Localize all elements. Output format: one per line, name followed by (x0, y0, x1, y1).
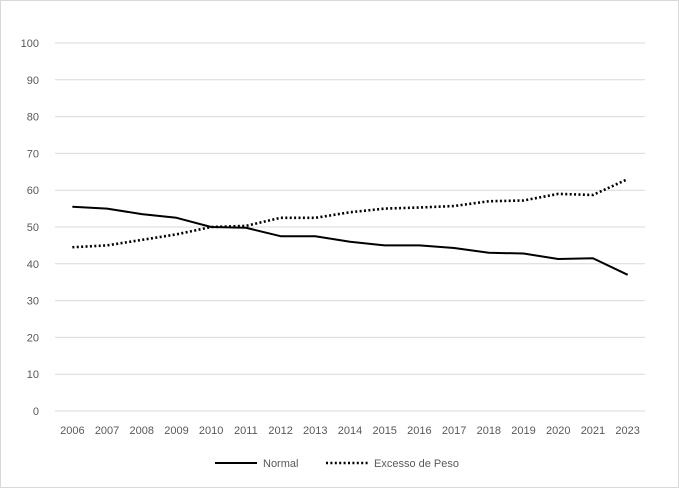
x-tick-label: 2013 (303, 425, 327, 437)
y-tick-label: 0 (33, 406, 39, 418)
legend-label-0: Normal (263, 458, 298, 470)
y-tick-label: 40 (27, 259, 39, 271)
legend: Normal Excesso de Peso (215, 458, 459, 470)
series-line-0 (72, 205, 629, 276)
y-tick-label: 20 (27, 332, 39, 344)
series-lines (72, 177, 629, 276)
x-tick-label: 2006 (60, 425, 84, 437)
legend-label-1: Excesso de Peso (374, 458, 459, 470)
x-tick-label: 2020 (546, 425, 570, 437)
x-tick-label: 2009 (164, 425, 188, 437)
x-axis-ticks: 2006 2007 2008 2009 2010 2011 2012 2013 2014 2015… (60, 425, 640, 437)
x-tick-label: 2010 (199, 425, 223, 437)
x-tick-label: 2021 (581, 425, 605, 437)
x-tick-label: 2016 (407, 425, 431, 437)
y-tick-label: 70 (27, 148, 39, 160)
x-tick-label: 2017 (442, 425, 466, 437)
y-tick-label: 100 (21, 38, 39, 50)
gridlines (55, 42, 645, 412)
y-tick-label: 60 (27, 185, 39, 197)
x-tick-label: 2012 (268, 425, 292, 437)
y-axis-ticks: 0 10 20 30 40 50 60 70 80 90 100 (21, 38, 39, 418)
y-tick-label: 90 (27, 75, 39, 87)
x-tick-label: 2014 (338, 425, 362, 437)
x-tick-label: 2019 (511, 425, 535, 437)
x-tick-label: 2011 (234, 425, 258, 437)
series-line-1 (72, 177, 629, 249)
x-tick-label: 2008 (130, 425, 154, 437)
x-tick-label: 2023 (615, 425, 639, 437)
x-tick-label: 2018 (477, 425, 501, 437)
y-tick-label: 50 (27, 222, 39, 234)
y-tick-label: 30 (27, 296, 39, 308)
x-tick-label: 2015 (372, 425, 396, 437)
y-tick-label: 80 (27, 112, 39, 124)
x-tick-label: 2007 (95, 425, 119, 437)
y-tick-label: 10 (27, 369, 39, 381)
